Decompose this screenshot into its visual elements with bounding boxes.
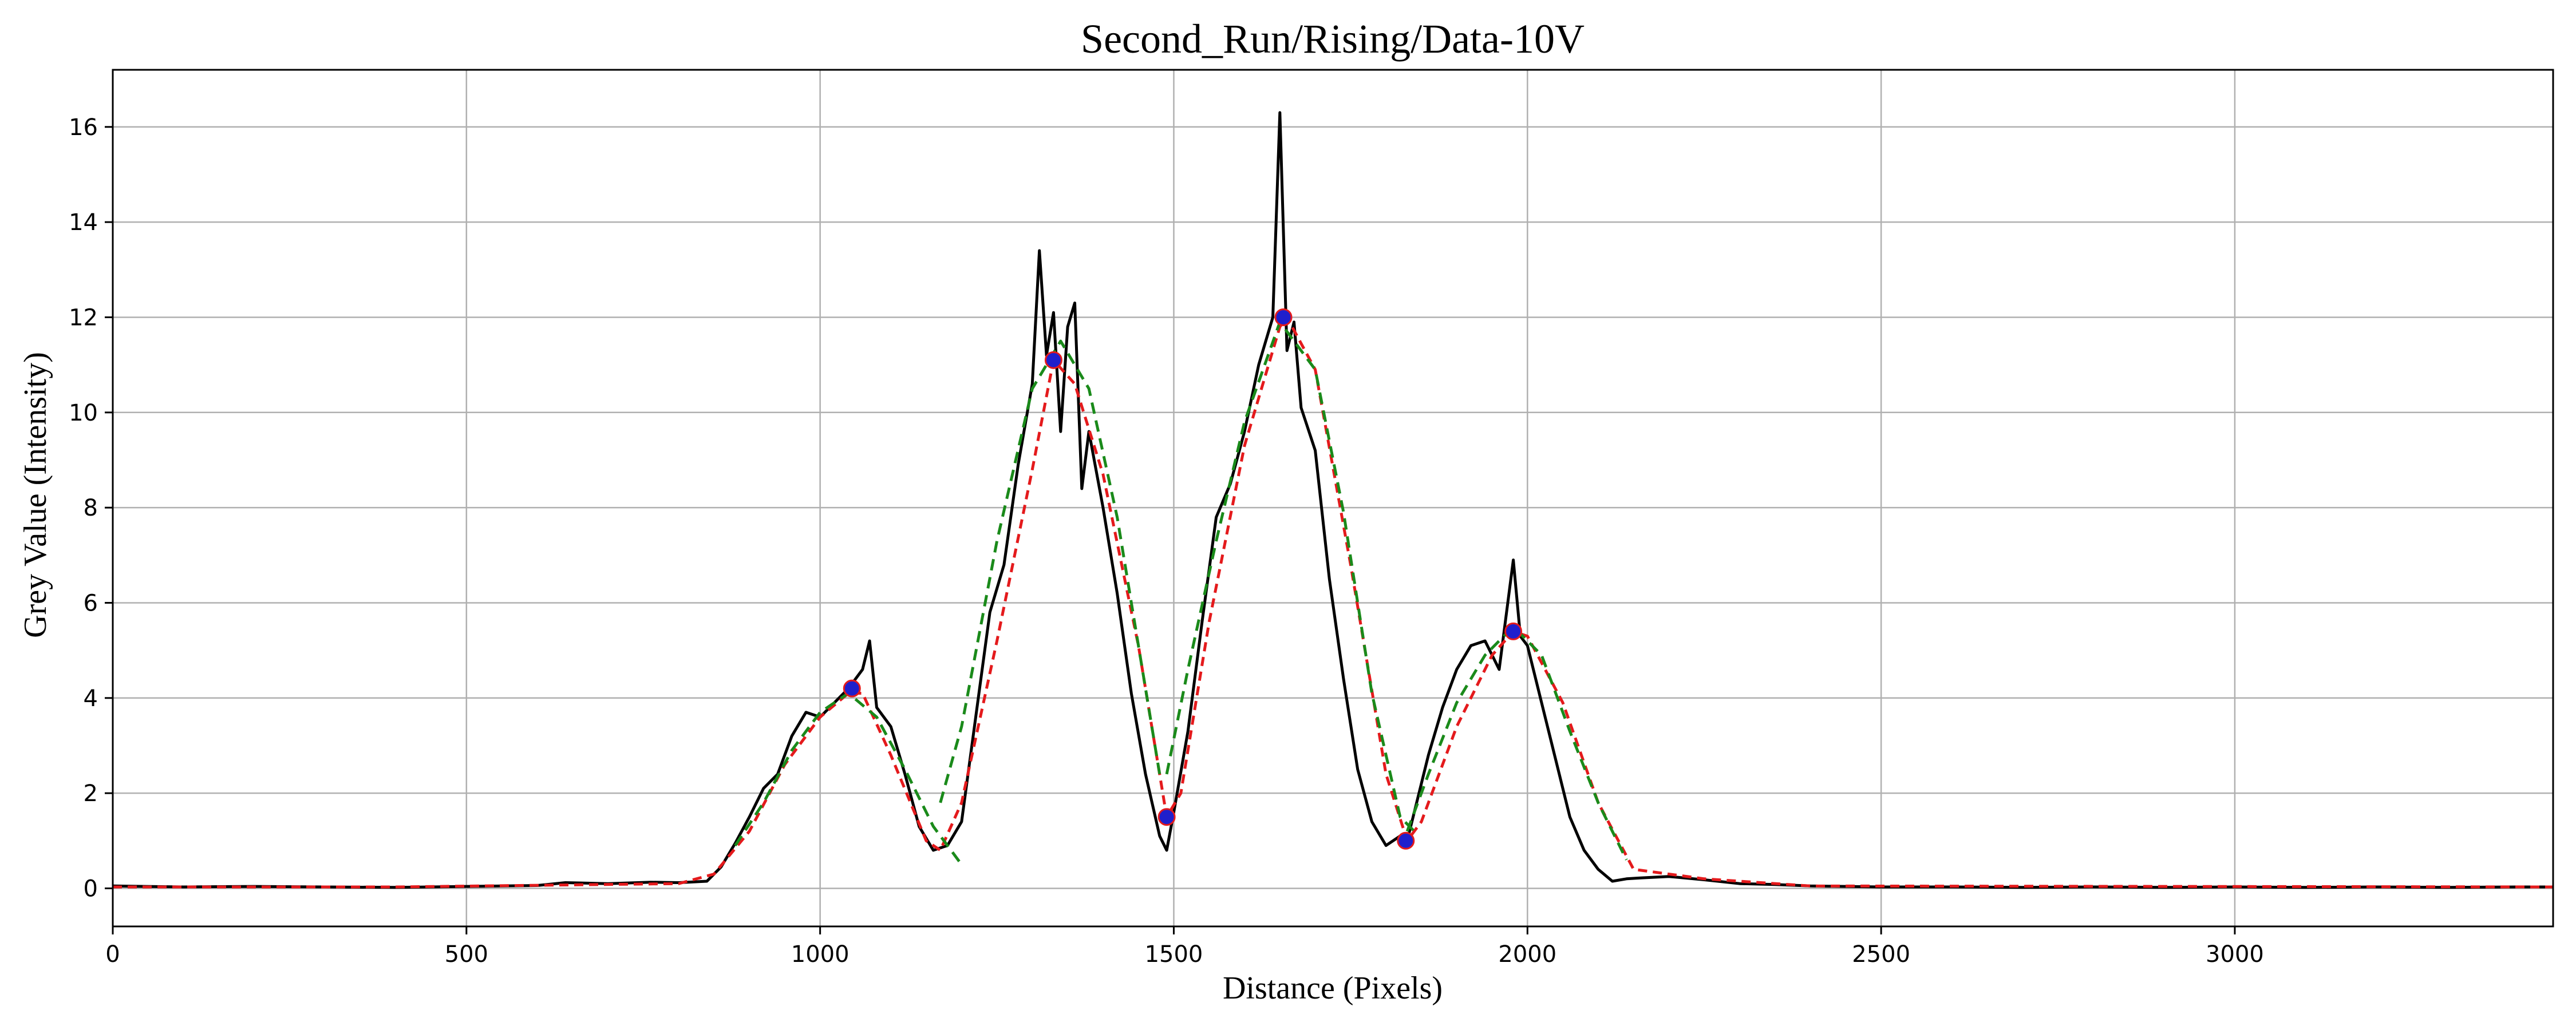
chart-title: Second_Run/Rising/Data-10V xyxy=(1081,16,1585,62)
y-axis-label: Grey Value (Intensity) xyxy=(18,352,53,638)
smoothed-profile-line xyxy=(113,316,2554,889)
y-tick-label: 10 xyxy=(69,400,98,426)
y-tick-label: 4 xyxy=(84,686,98,712)
x-tick-label: 2500 xyxy=(1852,941,1910,968)
x-tick-label: 2000 xyxy=(1498,941,1556,968)
plot-frame xyxy=(112,69,2554,928)
peak-marker xyxy=(1274,308,1293,326)
raw-profile-line xyxy=(112,111,2553,889)
peak-marker xyxy=(843,679,861,698)
plot-area xyxy=(112,111,2554,889)
y-tick-label: 6 xyxy=(84,590,98,616)
y-tick-label: 0 xyxy=(84,876,98,902)
peak-marker xyxy=(1157,808,1176,826)
peak-marker xyxy=(1044,351,1062,369)
gaussian-fit-line xyxy=(1405,625,1628,861)
y-tick-label: 8 xyxy=(84,495,98,521)
axis-ticks: 0 500 1000 1500 2000 2500 3000 0 2 4 6 8 10 12 14 16 xyxy=(69,114,2264,968)
y-tick-label: 2 xyxy=(84,781,98,807)
x-tick-label: 3000 xyxy=(2206,941,2264,968)
x-tick-label: 1000 xyxy=(791,941,850,968)
x-tick-label: 1500 xyxy=(1145,941,1203,968)
y-tick-label: 12 xyxy=(69,304,98,331)
peak-marker xyxy=(1397,831,1415,850)
y-tick-label: 16 xyxy=(69,114,98,141)
gaussian-fit-line xyxy=(939,339,1161,803)
x-tick-label: 0 xyxy=(105,941,120,968)
gaussian-fit-line xyxy=(1165,320,1416,833)
peak-marker xyxy=(1504,622,1523,640)
y-tick-label: 14 xyxy=(69,209,98,236)
x-axis-label: Distance (Pixels) xyxy=(1223,970,1443,1006)
x-tick-label: 500 xyxy=(445,941,488,968)
grid xyxy=(112,70,2553,926)
